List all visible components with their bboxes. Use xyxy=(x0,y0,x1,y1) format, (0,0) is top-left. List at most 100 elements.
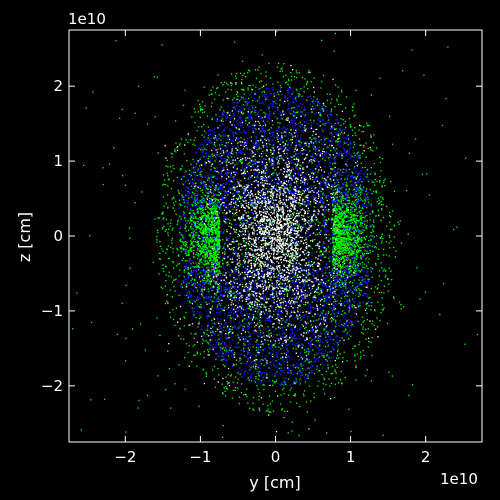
data-point xyxy=(227,296,229,298)
data-point xyxy=(216,298,218,300)
data-point xyxy=(316,218,318,220)
data-point xyxy=(186,160,188,162)
data-point xyxy=(141,191,143,193)
data-point xyxy=(241,83,243,85)
data-point xyxy=(286,117,288,119)
data-point xyxy=(213,227,215,229)
data-point xyxy=(346,360,348,362)
data-point xyxy=(354,132,357,134)
data-point xyxy=(344,233,346,235)
data-point xyxy=(307,377,309,379)
data-point xyxy=(152,261,155,263)
data-point xyxy=(207,271,209,273)
data-point xyxy=(328,257,330,259)
data-point xyxy=(334,265,336,267)
data-point xyxy=(274,381,276,383)
data-point xyxy=(286,319,288,321)
data-point xyxy=(371,323,373,325)
data-point xyxy=(202,191,204,194)
data-point xyxy=(328,186,330,188)
data-point xyxy=(312,265,314,268)
data-point xyxy=(367,201,370,203)
data-point xyxy=(215,198,217,200)
data-point xyxy=(353,219,355,221)
data-point xyxy=(358,237,360,239)
data-point xyxy=(339,216,341,218)
data-point xyxy=(328,157,330,159)
data-point xyxy=(209,217,211,219)
data-point xyxy=(216,244,218,246)
data-point xyxy=(243,138,245,140)
data-point xyxy=(267,410,269,412)
data-point xyxy=(366,227,368,230)
data-point xyxy=(217,235,220,238)
data-point xyxy=(348,228,351,230)
data-point xyxy=(380,200,382,203)
data-point xyxy=(157,217,159,219)
data-point xyxy=(351,324,353,326)
data-point xyxy=(205,242,207,244)
data-point xyxy=(260,139,262,142)
data-point xyxy=(183,212,185,214)
data-point xyxy=(339,282,341,284)
data-point xyxy=(369,188,371,191)
data-point xyxy=(337,238,339,240)
data-point xyxy=(334,218,337,220)
data-point xyxy=(207,237,209,240)
data-point xyxy=(352,252,354,254)
data-point xyxy=(341,267,343,269)
data-point xyxy=(351,239,353,241)
data-point xyxy=(376,235,378,237)
data-point xyxy=(192,228,194,230)
data-point xyxy=(212,300,214,303)
data-point xyxy=(180,238,182,240)
data-point xyxy=(218,236,220,238)
data-point xyxy=(190,139,192,141)
data-point xyxy=(308,223,310,225)
data-point xyxy=(303,198,305,201)
data-point xyxy=(326,99,328,102)
data-point xyxy=(214,258,216,260)
data-point xyxy=(332,295,334,297)
data-point xyxy=(318,183,321,185)
data-point xyxy=(280,305,282,307)
data-point xyxy=(218,234,220,237)
data-point xyxy=(166,159,168,161)
data-point xyxy=(267,408,269,410)
data-point xyxy=(246,148,248,150)
data-point xyxy=(350,215,352,218)
data-point xyxy=(122,175,124,177)
data-point xyxy=(319,370,321,372)
data-point xyxy=(363,320,365,322)
data-point xyxy=(360,270,362,272)
data-point xyxy=(332,236,334,238)
data-point xyxy=(207,212,209,214)
data-point xyxy=(355,256,358,258)
data-point xyxy=(301,344,304,346)
data-point xyxy=(357,234,359,236)
data-point xyxy=(211,245,213,247)
data-point xyxy=(322,194,324,196)
data-point xyxy=(345,204,347,206)
data-point xyxy=(291,216,294,218)
data-point xyxy=(356,239,358,242)
data-point xyxy=(237,334,239,336)
data-point xyxy=(196,282,199,284)
data-point xyxy=(275,308,277,311)
data-point xyxy=(323,256,325,258)
data-point xyxy=(213,194,215,197)
data-point xyxy=(276,66,279,68)
data-point xyxy=(381,186,383,188)
data-point xyxy=(183,175,185,178)
data-point xyxy=(366,369,368,371)
data-point xyxy=(121,302,123,304)
data-point xyxy=(192,212,194,214)
data-point xyxy=(190,216,193,218)
data-point xyxy=(341,157,343,159)
data-point xyxy=(217,298,219,300)
data-point xyxy=(330,351,332,353)
data-point xyxy=(245,187,247,189)
data-point xyxy=(236,387,239,389)
data-point xyxy=(310,400,312,402)
data-point xyxy=(299,242,301,244)
